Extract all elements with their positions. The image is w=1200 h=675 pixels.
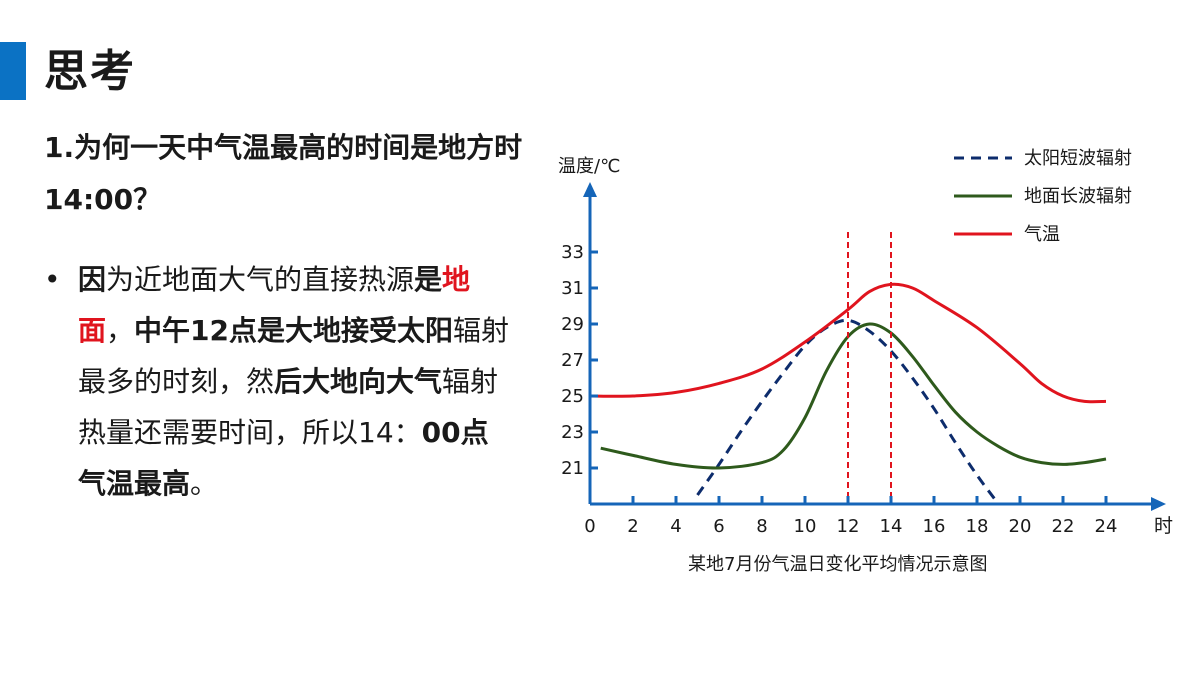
x-tick-label: 14: [880, 516, 903, 537]
answer-part-9: 辐射热量还需要时间，所以14：: [78, 365, 499, 449]
y-tick-label: 33: [561, 242, 584, 263]
series-line-2: [600, 322, 1107, 470]
answer-part-1: 因: [78, 263, 107, 296]
slide-title: 思考: [44, 46, 136, 97]
y-axis-label: 温度/℃: [558, 156, 620, 177]
answer-part-7: 辐射最多的时刻，然: [78, 314, 510, 398]
x-axis-arrow: [1151, 497, 1166, 511]
chart-title: 某地7月份气温日变化平均情况示意图: [688, 554, 987, 575]
y-tick-label: 31: [561, 278, 584, 299]
legend-label-2: 地面长波辐射: [1024, 186, 1132, 207]
x-tick-label: 20: [1009, 516, 1032, 537]
answer-part-3: 是: [414, 263, 443, 296]
series-line-1: [696, 318, 1000, 505]
x-tick-label: 2: [627, 516, 638, 537]
x-axis-label: 时: [1154, 515, 1173, 537]
bullet-marker: •: [44, 263, 61, 296]
question-text: 1.为何一天中气温最高的时间是地方时14:00？: [44, 131, 523, 216]
x-tick-label: 16: [923, 516, 946, 537]
answer-part-8: 后大地向大气: [274, 365, 443, 398]
answer-part-6: 中午12点是大地接受太阳: [134, 314, 453, 347]
answer-part-11: 。: [190, 467, 219, 500]
answer-text: 因为近地面大气的直接热源是地面，中午12点是大地接受太阳辐射最多的时刻，然后大地…: [78, 254, 514, 509]
x-tick-label: 8: [756, 516, 767, 537]
title-accent-bar: [0, 42, 26, 100]
y-tick-label: 27: [561, 350, 584, 371]
answer-block: • 因为近地面大气的直接热源是地面，中午12点是大地接受太阳辐射最多的时刻，然后…: [44, 254, 514, 509]
y-axis-arrow: [583, 182, 597, 197]
x-tick-label: 22: [1052, 516, 1075, 537]
x-tick-label: 0: [584, 516, 595, 537]
x-tick-label: 10: [794, 516, 817, 537]
answer-part-5: ，: [106, 314, 135, 347]
x-tick-label: 6: [713, 516, 724, 537]
legend-label-3: 气温: [1024, 224, 1060, 245]
answer-part-10: 00点气温最高: [78, 416, 489, 500]
y-tick-label: 21: [561, 458, 584, 479]
answer-highlight-ground: 地面: [78, 263, 471, 347]
legend-label-1: 太阳短波辐射: [1024, 148, 1132, 169]
y-tick-label: 29: [561, 314, 584, 335]
x-tick-label: 12: [837, 516, 860, 537]
chart-marker-layer: [847, 232, 892, 504]
x-tick-label: 24: [1095, 516, 1118, 537]
x-tick-label: 18: [966, 516, 989, 537]
y-tick-label: 25: [561, 386, 584, 407]
y-tick-label: 23: [561, 422, 584, 443]
answer-part-2: 为近地面大气的直接热源: [106, 263, 415, 296]
x-tick-label: 4: [670, 516, 681, 537]
